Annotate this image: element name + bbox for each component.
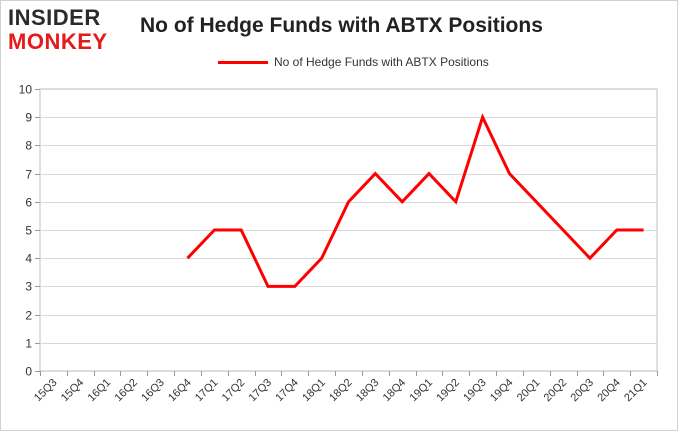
x-tick-label: 17Q3 bbox=[247, 377, 275, 405]
y-tick-label: 9 bbox=[25, 111, 32, 125]
y-tick-label: 6 bbox=[25, 196, 32, 210]
x-tick-label: 18Q1 bbox=[300, 377, 328, 405]
y-tick-label: 10 bbox=[19, 83, 33, 97]
series-line bbox=[186, 113, 644, 288]
x-tick-label: 20Q3 bbox=[569, 377, 597, 405]
y-tick-label: 4 bbox=[25, 252, 32, 266]
logo-line-2: MONKEY bbox=[8, 29, 108, 54]
y-tick-label: 3 bbox=[25, 280, 32, 294]
x-tick-label: 15Q4 bbox=[59, 377, 87, 405]
x-tick-label: 16Q4 bbox=[166, 377, 194, 405]
x-tick-label: 19Q1 bbox=[408, 377, 436, 405]
x-tick-label: 15Q3 bbox=[32, 377, 60, 405]
x-tick-label: 18Q2 bbox=[327, 377, 355, 405]
legend-swatch bbox=[218, 60, 268, 64]
x-tick-label: 16Q1 bbox=[86, 377, 114, 405]
x-tick-label: 17Q4 bbox=[273, 377, 301, 405]
chart-legend: No of Hedge Funds with ABTX Positions bbox=[218, 54, 489, 70]
chart-title: No of Hedge Funds with ABTX Positions bbox=[140, 14, 543, 37]
x-tick-label: 19Q4 bbox=[488, 377, 516, 405]
x-tick-label: 20Q4 bbox=[595, 377, 623, 405]
x-tick-label: 18Q4 bbox=[381, 377, 409, 405]
insider-monkey-logo: INSIDER MONKEY bbox=[8, 6, 128, 56]
logo-line-1: INSIDER bbox=[8, 5, 101, 30]
legend-label: No of Hedge Funds with ABTX Positions bbox=[274, 55, 489, 69]
x-tick-label: 17Q1 bbox=[193, 377, 221, 405]
x-tick-label: 21Q1 bbox=[622, 377, 650, 405]
x-tick-label: 18Q3 bbox=[354, 377, 382, 405]
x-tick-label: 16Q2 bbox=[112, 377, 140, 405]
y-tick-label: 2 bbox=[25, 309, 32, 323]
y-tick-label: 8 bbox=[25, 139, 32, 153]
y-tick-label: 7 bbox=[25, 168, 32, 182]
x-tick-label: 16Q3 bbox=[139, 377, 167, 405]
x-tick-label: 20Q1 bbox=[515, 377, 543, 405]
x-tick-label: 19Q3 bbox=[461, 377, 489, 405]
y-tick-label: 1 bbox=[25, 337, 32, 351]
y-tick-label: 5 bbox=[25, 224, 32, 238]
x-tick-label: 17Q2 bbox=[220, 377, 248, 405]
y-tick-label: 0 bbox=[25, 365, 32, 379]
x-tick-label: 20Q2 bbox=[542, 377, 570, 405]
x-tick-label: 19Q2 bbox=[434, 377, 462, 405]
